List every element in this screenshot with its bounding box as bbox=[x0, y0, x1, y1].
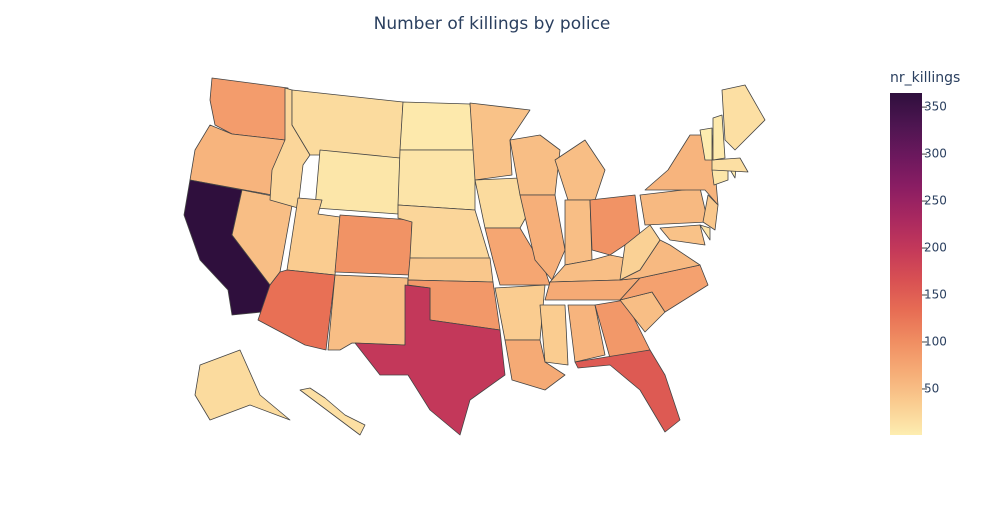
chart-title: Number of killings by police bbox=[374, 14, 611, 34]
colorbar-tick-label: 300 bbox=[924, 147, 947, 161]
state bbox=[334, 214, 413, 276]
state bbox=[711, 157, 749, 173]
colorbar-tick-label: 50 bbox=[924, 381, 939, 395]
state bbox=[554, 139, 606, 201]
state bbox=[539, 304, 569, 366]
state bbox=[519, 194, 566, 281]
state bbox=[314, 149, 401, 215]
state bbox=[354, 284, 506, 436]
state bbox=[504, 339, 566, 391]
state bbox=[509, 134, 561, 196]
state bbox=[619, 224, 661, 281]
state bbox=[407, 257, 494, 283]
state bbox=[291, 89, 404, 161]
state bbox=[494, 284, 546, 341]
state bbox=[712, 114, 726, 161]
state bbox=[659, 224, 706, 246]
colorbar-tick-label: 250 bbox=[924, 194, 947, 208]
state bbox=[194, 349, 291, 421]
state bbox=[699, 127, 713, 161]
state bbox=[327, 274, 409, 351]
state bbox=[299, 387, 366, 436]
state bbox=[699, 224, 711, 241]
state bbox=[397, 149, 476, 211]
state bbox=[397, 204, 491, 261]
state bbox=[574, 349, 681, 433]
state bbox=[564, 199, 593, 266]
state bbox=[639, 187, 709, 226]
colorbar-tick-label: 100 bbox=[924, 334, 947, 348]
colorbar-tick-label: 150 bbox=[924, 288, 947, 302]
state bbox=[567, 304, 606, 363]
state bbox=[469, 102, 531, 181]
colorbar-title: nr_killings bbox=[890, 70, 960, 86]
state bbox=[474, 177, 531, 229]
state bbox=[702, 194, 719, 231]
state bbox=[721, 84, 766, 151]
colorbar-tick-label: 200 bbox=[924, 241, 947, 255]
state bbox=[399, 101, 476, 151]
colorbar-tick-label: 350 bbox=[924, 100, 947, 114]
colorbar bbox=[890, 93, 922, 435]
